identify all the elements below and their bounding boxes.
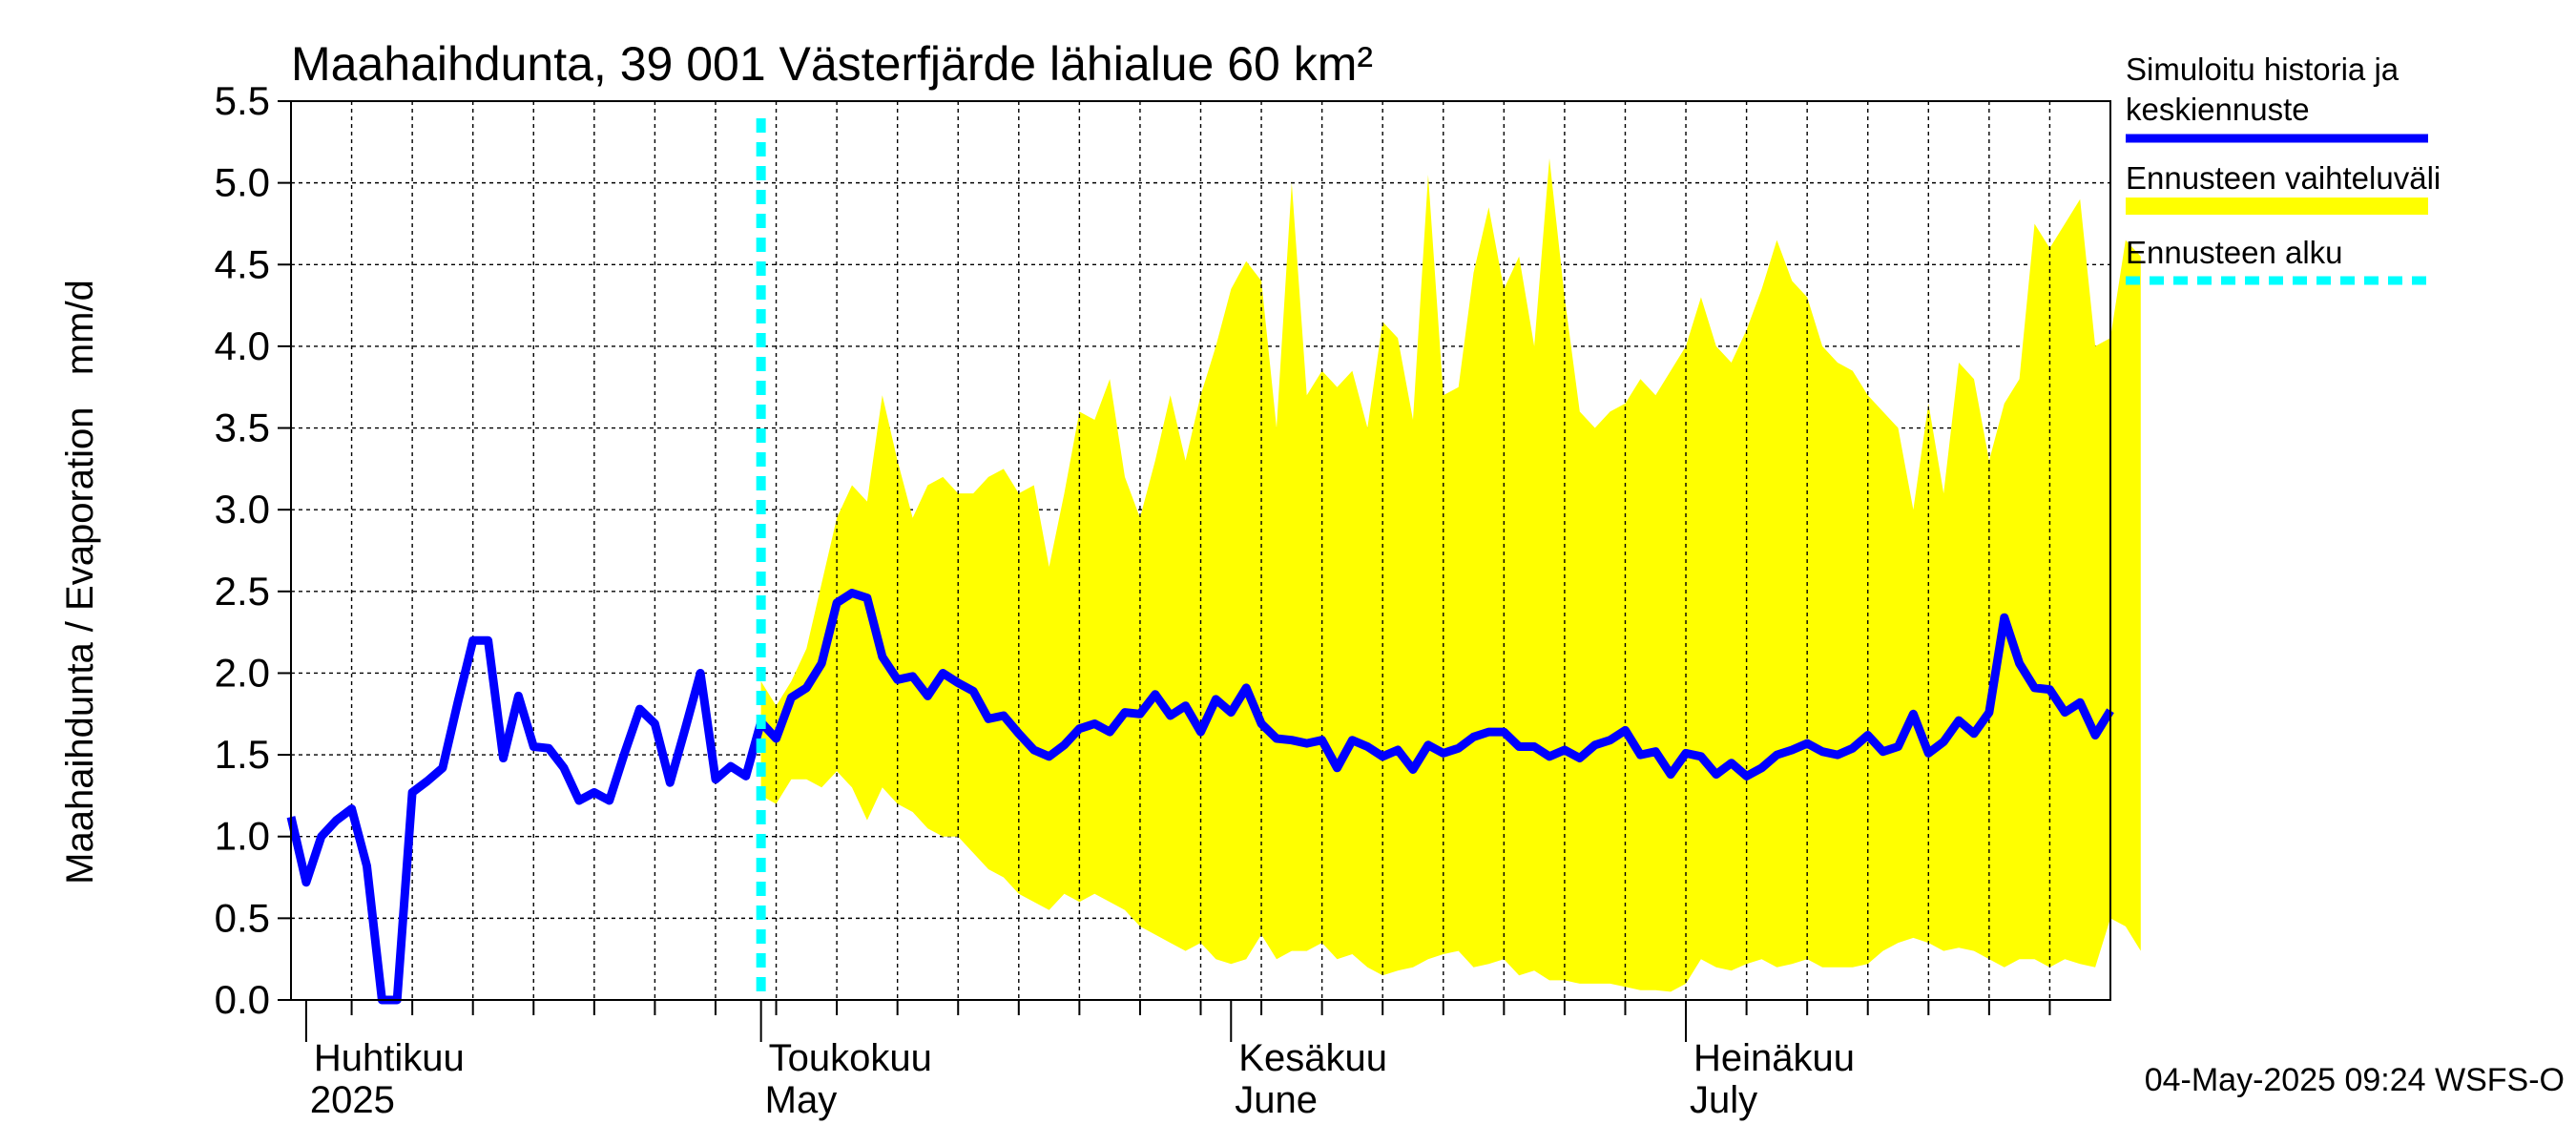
y-tick-label: 1.0	[215, 814, 270, 859]
legend-label: Ennusteen alku	[2126, 235, 2343, 270]
y-tick-label: 3.0	[215, 487, 270, 531]
y-tick-label: 4.5	[215, 241, 270, 286]
y-tick-label: 1.5	[215, 732, 270, 777]
legend-label: Simuloitu historia ja	[2126, 52, 2399, 87]
legend-label: keskiennuste	[2126, 92, 2310, 127]
x-month-label-en: July	[1690, 1079, 1757, 1121]
y-tick-label: 4.0	[215, 323, 270, 368]
chart-title: Maahaihdunta, 39 001 Västerfjärde lähial…	[291, 37, 1373, 91]
y-tick-label: 0.0	[215, 977, 270, 1022]
series-layer	[286, 589, 2114, 1005]
y-tick-label: 2.5	[215, 569, 270, 614]
legend-label: Ennusteen vaihteluväli	[2126, 160, 2441, 196]
mean-forecast-line	[286, 589, 2114, 1005]
x-month-label-en: May	[765, 1079, 838, 1121]
y-axis-label: Maahaihdunta / Evaporation mm/d	[59, 280, 101, 885]
y-tick-label: 5.0	[215, 160, 270, 205]
x-month-label-fi: Toukokuu	[769, 1037, 932, 1079]
x-month-label-fi: Kesäkuu	[1238, 1037, 1387, 1079]
x-month-label-en: June	[1235, 1079, 1318, 1121]
y-tick-label: 3.5	[215, 406, 270, 450]
x-month-label-fi: Heinäkuu	[1693, 1037, 1855, 1079]
y-tick-label: 5.5	[215, 78, 270, 123]
vertical-grid-lines	[350, 101, 2051, 1000]
forecast-range-band	[760, 157, 2141, 992]
axis-ticks: 0.0 0.5 1.0 1.5 2.0 2.5 3.0 3.5 4.0 4.5 5.0 5.5 Huht…	[215, 78, 2051, 1121]
footer-timestamp: 04-May-2025 09:24 WSFS-O	[2145, 1062, 2565, 1098]
y-tick-label: 0.5	[215, 895, 270, 940]
x-month-label-fi: Huhtikuu	[314, 1037, 465, 1079]
y-tick-label: 2.0	[215, 650, 270, 695]
legend: Simuloitu historia ja keskiennuste Ennuste…	[2126, 52, 2441, 285]
forecast-range-area	[760, 157, 2141, 992]
x-month-label-en: 2025	[310, 1079, 395, 1121]
